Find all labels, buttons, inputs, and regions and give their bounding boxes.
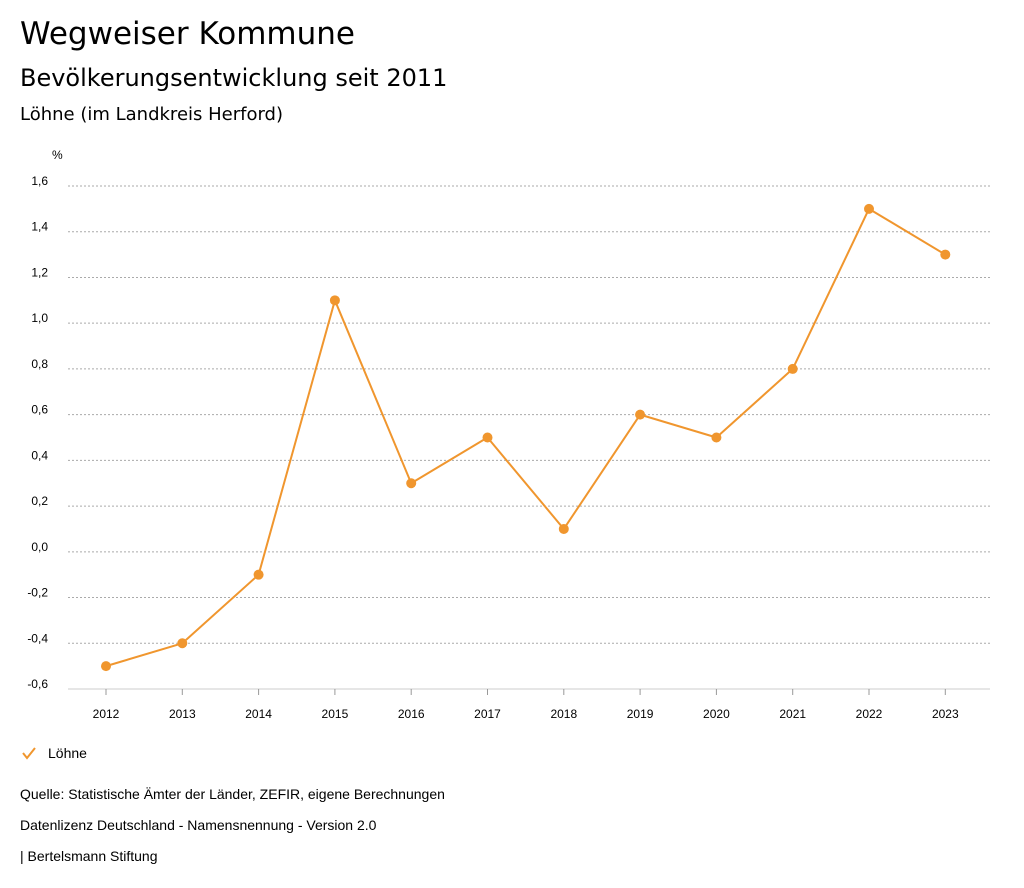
publisher-note: | Bertelsmann Stiftung <box>20 848 158 864</box>
chart-subtitle: Bevölkerungsentwicklung seit 2011 <box>20 64 448 92</box>
source-note: Quelle: Statistische Ämter der Länder, Z… <box>20 786 445 802</box>
x-tick-label: 2020 <box>703 707 730 721</box>
x-tick-label: 2012 <box>93 707 120 721</box>
x-tick-label: 2022 <box>856 707 883 721</box>
legend-label: Löhne <box>48 745 87 761</box>
data-point[interactable] <box>787 363 798 374</box>
y-tick-label: 1,6 <box>31 174 48 188</box>
x-tick-label: 2013 <box>169 707 196 721</box>
data-point[interactable] <box>482 432 493 443</box>
series-line-loehne <box>105 207 946 668</box>
y-axis-unit-label: % <box>52 148 63 162</box>
y-tick-label: 0,0 <box>31 540 48 554</box>
legend-item-loehne[interactable]: Löhne <box>20 744 87 762</box>
x-tick-label: 2014 <box>245 707 272 721</box>
data-point[interactable] <box>329 295 340 306</box>
data-point[interactable] <box>711 432 722 443</box>
x-tick-label: 2016 <box>398 707 425 721</box>
y-tick-label: 0,8 <box>31 357 48 371</box>
y-tick-label: -0,2 <box>27 586 48 600</box>
x-tick-label: 2023 <box>932 707 959 721</box>
y-tick-label: -0,4 <box>27 631 48 645</box>
data-point[interactable] <box>940 249 951 260</box>
y-tick-label: 1,2 <box>31 265 48 279</box>
license-note: Datenlizenz Deutschland - Namensnennung … <box>20 817 377 833</box>
y-tick-label: 0,6 <box>31 403 48 417</box>
y-tick-label: 0,4 <box>31 448 48 462</box>
data-point[interactable] <box>558 523 569 534</box>
y-tick-label: 0,2 <box>31 494 48 508</box>
data-point[interactable] <box>253 569 264 580</box>
line-chart: % 1,6 1,4 1,2 1,0 0,8 0,6 0,4 0,2 0,0 -0,2 -0,4 -0,6… <box>27 148 990 721</box>
x-tick-label: 2018 <box>550 707 577 721</box>
region-label: Löhne (im Landkreis Herford) <box>20 104 284 125</box>
y-tick-label: 1,4 <box>31 220 48 234</box>
data-point[interactable] <box>864 203 874 214</box>
data-point[interactable] <box>635 409 646 420</box>
check-icon <box>22 747 36 760</box>
x-tick-label: 2015 <box>322 707 349 721</box>
page-title: Wegweiser Kommune <box>20 16 355 52</box>
y-tick-label: 1,0 <box>31 311 48 325</box>
x-tick-label: 2019 <box>627 707 654 721</box>
data-point[interactable] <box>406 478 417 489</box>
y-tick-label: -0,6 <box>27 677 48 691</box>
data-point[interactable] <box>101 661 111 672</box>
x-tick-label: 2017 <box>474 707 501 721</box>
x-tick-label: 2021 <box>779 707 806 721</box>
data-point[interactable] <box>177 638 188 649</box>
